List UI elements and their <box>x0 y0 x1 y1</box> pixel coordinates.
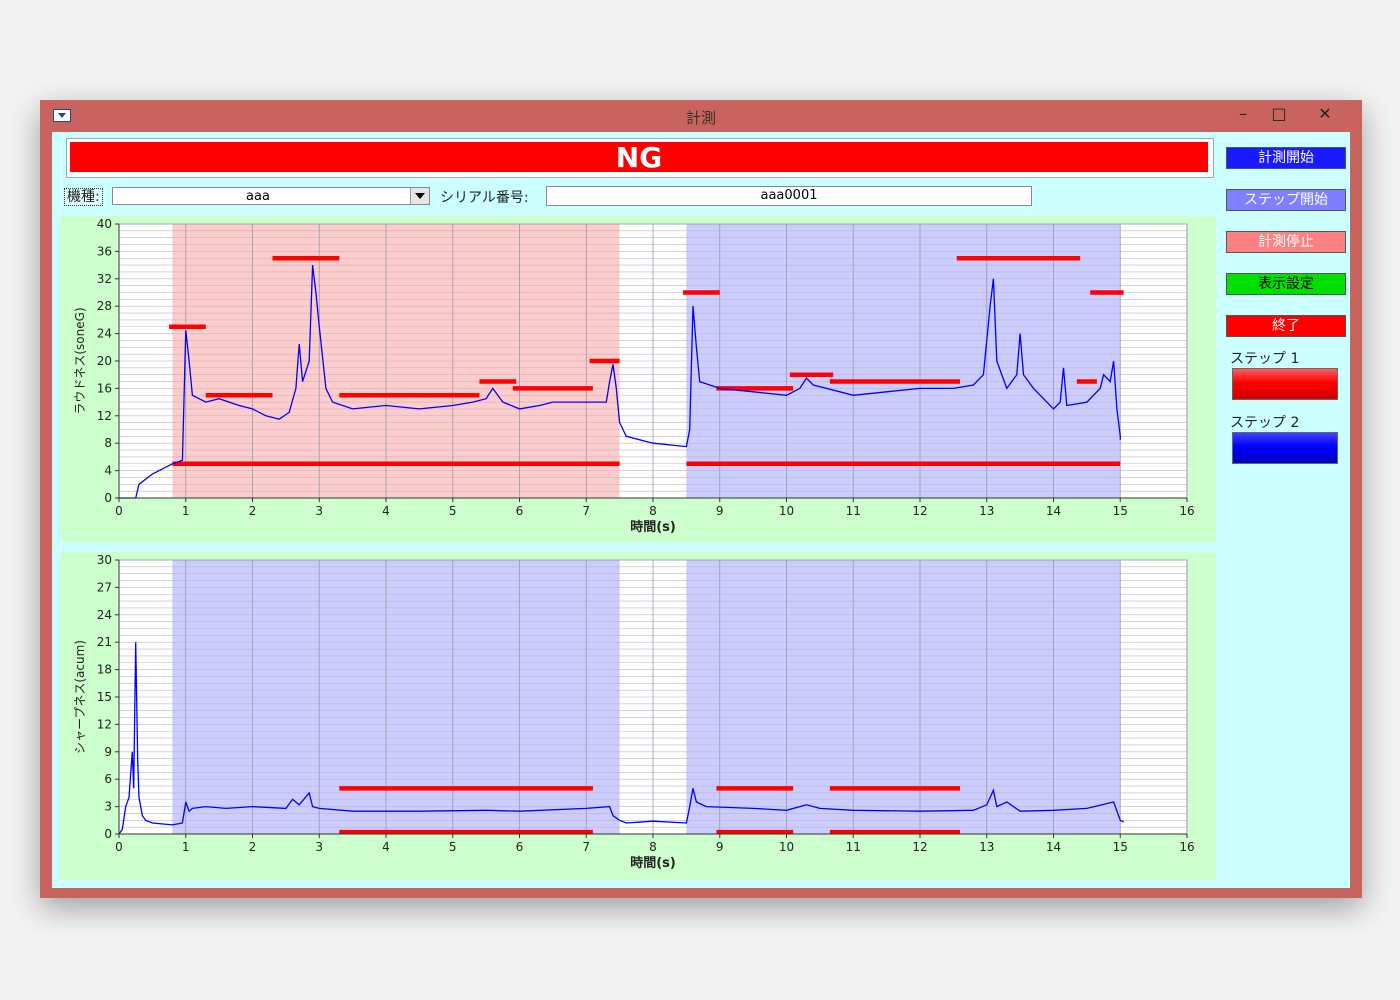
loudness-series-line <box>119 265 1121 499</box>
sharpness-x-tick-label: 5 <box>449 840 457 854</box>
measurement-window: 計測 – □ ✕ NG 機種: aaa シリアル番号: aaa0001 0 4 8 1… <box>40 100 1362 898</box>
sharpness-y-tick-label: 21 <box>97 635 112 649</box>
sharpness-x-tick-label: 0 <box>115 840 123 854</box>
chevron-down-icon[interactable] <box>410 188 429 204</box>
display-settings-button[interactable]: 表示設定 <box>1226 273 1346 295</box>
loudness-y-tick-label: 40 <box>97 217 112 231</box>
step1-color-swatch <box>1232 368 1338 400</box>
loudness-x-tick-label: 8 <box>649 504 657 518</box>
loudness-x-axis-label: 時間(s) <box>630 519 676 535</box>
sharpness-y-tick-label: 24 <box>97 608 112 622</box>
loudness-chart-panel: 0 4 8 12 16 20 24 28 32 36 40 0 1 2 3 4 5 6 7 8 9 10 11 12 13 14 1… <box>60 216 1216 542</box>
sharpness-x-tick-label: 12 <box>912 840 927 854</box>
model-label: 機種: <box>64 188 103 206</box>
loudness-y-tick-label: 28 <box>97 299 112 313</box>
serial-label: シリアル番号: <box>440 190 529 206</box>
sharpness-y-tick-label: 12 <box>97 717 112 731</box>
loudness-x-tick-label: 6 <box>516 504 524 518</box>
loudness-x-tick-label: 7 <box>582 504 590 518</box>
loudness-y-tick-label: 4 <box>104 464 112 478</box>
sharpness-x-axis-label: 時間(s) <box>630 855 676 871</box>
sharpness-y-tick-label: 0 <box>104 827 112 841</box>
step2-label: ステップ 2 <box>1230 415 1300 431</box>
sharpness-series-line <box>118 642 1124 835</box>
sharpness-x-tick-label: 15 <box>1113 840 1128 854</box>
exit-button[interactable]: 終了 <box>1226 315 1346 337</box>
app-menu-icon[interactable] <box>53 109 71 122</box>
loudness-y-tick-label: 0 <box>104 491 112 505</box>
loudness-x-tick-label: 0 <box>115 504 123 518</box>
sharpness-x-tick-label: 2 <box>249 840 257 854</box>
step1-label: ステップ 1 <box>1230 351 1300 367</box>
sharpness-x-tick-label: 4 <box>382 840 390 854</box>
maximize-button[interactable]: □ <box>1271 104 1287 123</box>
loudness-x-tick-label: 9 <box>716 504 724 518</box>
close-button[interactable]: ✕ <box>1318 104 1332 123</box>
sharpness-x-tick-label: 9 <box>716 840 724 854</box>
loudness-x-tick-label: 2 <box>249 504 257 518</box>
title-bar[interactable]: 計測 – □ ✕ <box>40 100 1362 132</box>
loudness-y-tick-label: 8 <box>104 436 112 450</box>
sharpness-y-tick-label: 15 <box>97 690 112 704</box>
window-title: 計測 <box>685 109 716 127</box>
step2-color-swatch <box>1232 432 1338 464</box>
loudness-y-tick-label: 32 <box>97 272 112 286</box>
model-select-value: aaa <box>246 189 270 204</box>
sharpness-y-tick-label: 18 <box>97 663 112 677</box>
sharpness-x-tick-label: 14 <box>1046 840 1061 854</box>
model-select[interactable]: aaa <box>112 187 430 205</box>
sharpness-y-tick-label: 30 <box>97 553 112 567</box>
loudness-x-tick-label: 13 <box>979 504 994 518</box>
sharpness-chart-panel: 0 3 6 9 12 15 18 21 24 27 30 0 1 2 3 4 5 6 7 8 9 10 11 12 13 14 15… <box>60 552 1216 880</box>
sharpness-y-tick-label: 3 <box>104 800 112 814</box>
loudness-x-tick-label: 14 <box>1046 504 1061 518</box>
loudness-x-tick-label: 4 <box>382 504 390 518</box>
loudness-x-tick-label: 16 <box>1179 504 1194 518</box>
sharpness-x-tick-label: 6 <box>516 840 524 854</box>
step-start-button[interactable]: ステップ開始 <box>1226 189 1346 211</box>
loudness-y-axis-label: ラウドネス(soneG) <box>73 307 87 414</box>
sharpness-x-tick-label: 8 <box>649 840 657 854</box>
stop-measurement-button[interactable]: 計測停止 <box>1226 231 1346 253</box>
loudness-y-tick-label: 16 <box>97 381 112 395</box>
loudness-y-tick-label: 36 <box>97 244 112 258</box>
sharpness-y-axis-label: シャープネス(acum) <box>73 640 87 754</box>
minimize-button[interactable]: – <box>1239 104 1247 123</box>
sharpness-x-tick-label: 7 <box>582 840 590 854</box>
judgement-panel: NG <box>66 138 1214 178</box>
sharpness-x-tick-label: 13 <box>979 840 994 854</box>
loudness-x-tick-label: 5 <box>449 504 457 518</box>
start-measurement-button[interactable]: 計測開始 <box>1226 147 1346 169</box>
sharpness-y-tick-label: 6 <box>104 772 112 786</box>
judgement-status: NG <box>70 142 1208 173</box>
sharpness-y-tick-label: 9 <box>104 745 112 759</box>
sharpness-x-tick-label: 1 <box>182 840 190 854</box>
sharpness-x-tick-label: 3 <box>315 840 323 854</box>
loudness-x-tick-label: 12 <box>912 504 927 518</box>
loudness-y-tick-label: 12 <box>97 409 112 423</box>
loudness-x-tick-label: 10 <box>779 504 794 518</box>
loudness-x-tick-label: 1 <box>182 504 190 518</box>
serial-number-field[interactable]: aaa0001 <box>546 186 1032 206</box>
sharpness-x-tick-label: 11 <box>846 840 861 854</box>
loudness-x-tick-label: 3 <box>315 504 323 518</box>
sharpness-x-tick-label: 10 <box>779 840 794 854</box>
loudness-y-tick-label: 24 <box>97 327 112 341</box>
sharpness-y-tick-label: 27 <box>97 580 112 594</box>
loudness-x-tick-label: 11 <box>846 504 861 518</box>
loudness-y-tick-label: 20 <box>97 354 112 368</box>
sharpness-x-tick-label: 16 <box>1179 840 1194 854</box>
client-area: NG 機種: aaa シリアル番号: aaa0001 0 4 8 12 16 20 24 28… <box>52 132 1350 888</box>
loudness-x-tick-label: 15 <box>1113 504 1128 518</box>
